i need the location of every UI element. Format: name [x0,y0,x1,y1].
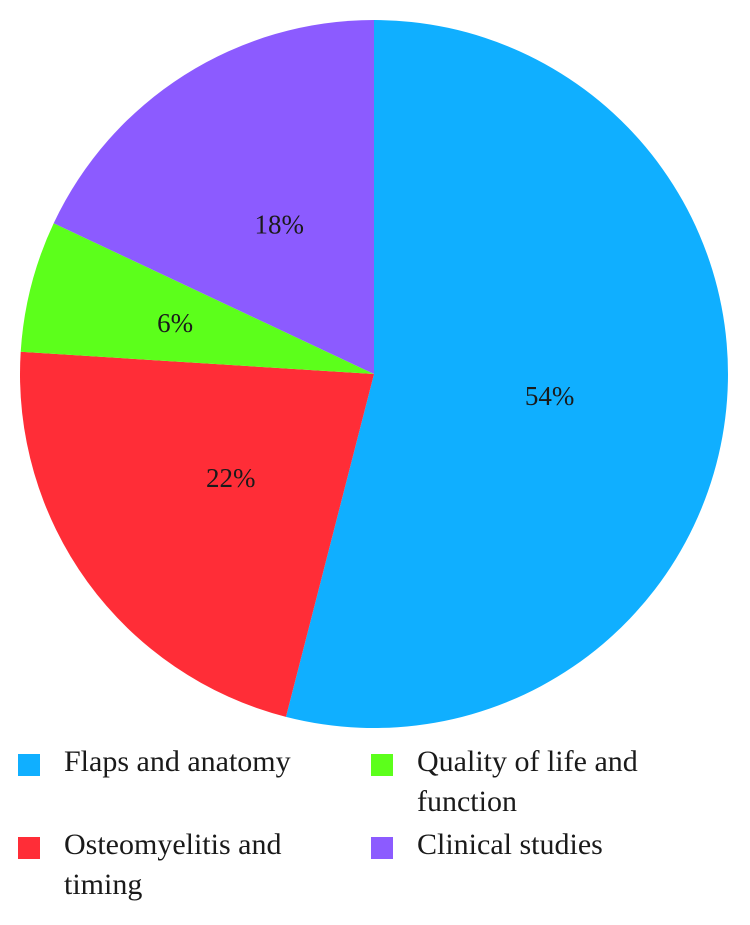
pie-slice-clinical-studies [53,20,374,374]
legend-item-osteomyelitis-and-timing: Osteomyelitis and timing [18,825,338,905]
legend-label-flaps-and-anatomy: Flaps and anatomy [64,745,291,778]
legend-item-clinical-studies: Clinical studies [371,825,701,865]
legend-swatch-clinical-studies [371,837,393,859]
legend-item-flaps-and-anatomy: Flaps and anatomy [18,742,338,782]
legend-swatch-quality-of-life-and-function [371,754,393,776]
pie-slices [20,20,728,729]
pie-slice-flaps-and-anatomy [285,20,728,729]
legend-label-clinical-studies: Clinical studies [417,828,603,861]
pie-slice-osteomyelitis-and-timing [20,351,374,717]
legend-label-osteomyelitis-and-timing: Osteomyelitis and timing [64,828,282,901]
legend-swatch-flaps-and-anatomy [18,754,40,776]
pie-slice-quality-of-life-and-function [20,223,374,374]
legend-item-quality-of-life-and-function: Quality of life and function [371,742,701,822]
legend-swatch-osteomyelitis-and-timing [18,837,40,859]
pie-data-labels: 54% 22% 6% 18% [157,210,574,493]
data-label-flaps-and-anatomy: 54% [525,381,575,411]
data-label-osteomyelitis-and-timing: 22% [206,463,256,493]
legend-label-quality-of-life-and-function: Quality of life and function [417,745,638,818]
data-label-quality-of-life-and-function: 6% [157,308,193,338]
data-label-clinical-studies: 18% [254,210,304,240]
